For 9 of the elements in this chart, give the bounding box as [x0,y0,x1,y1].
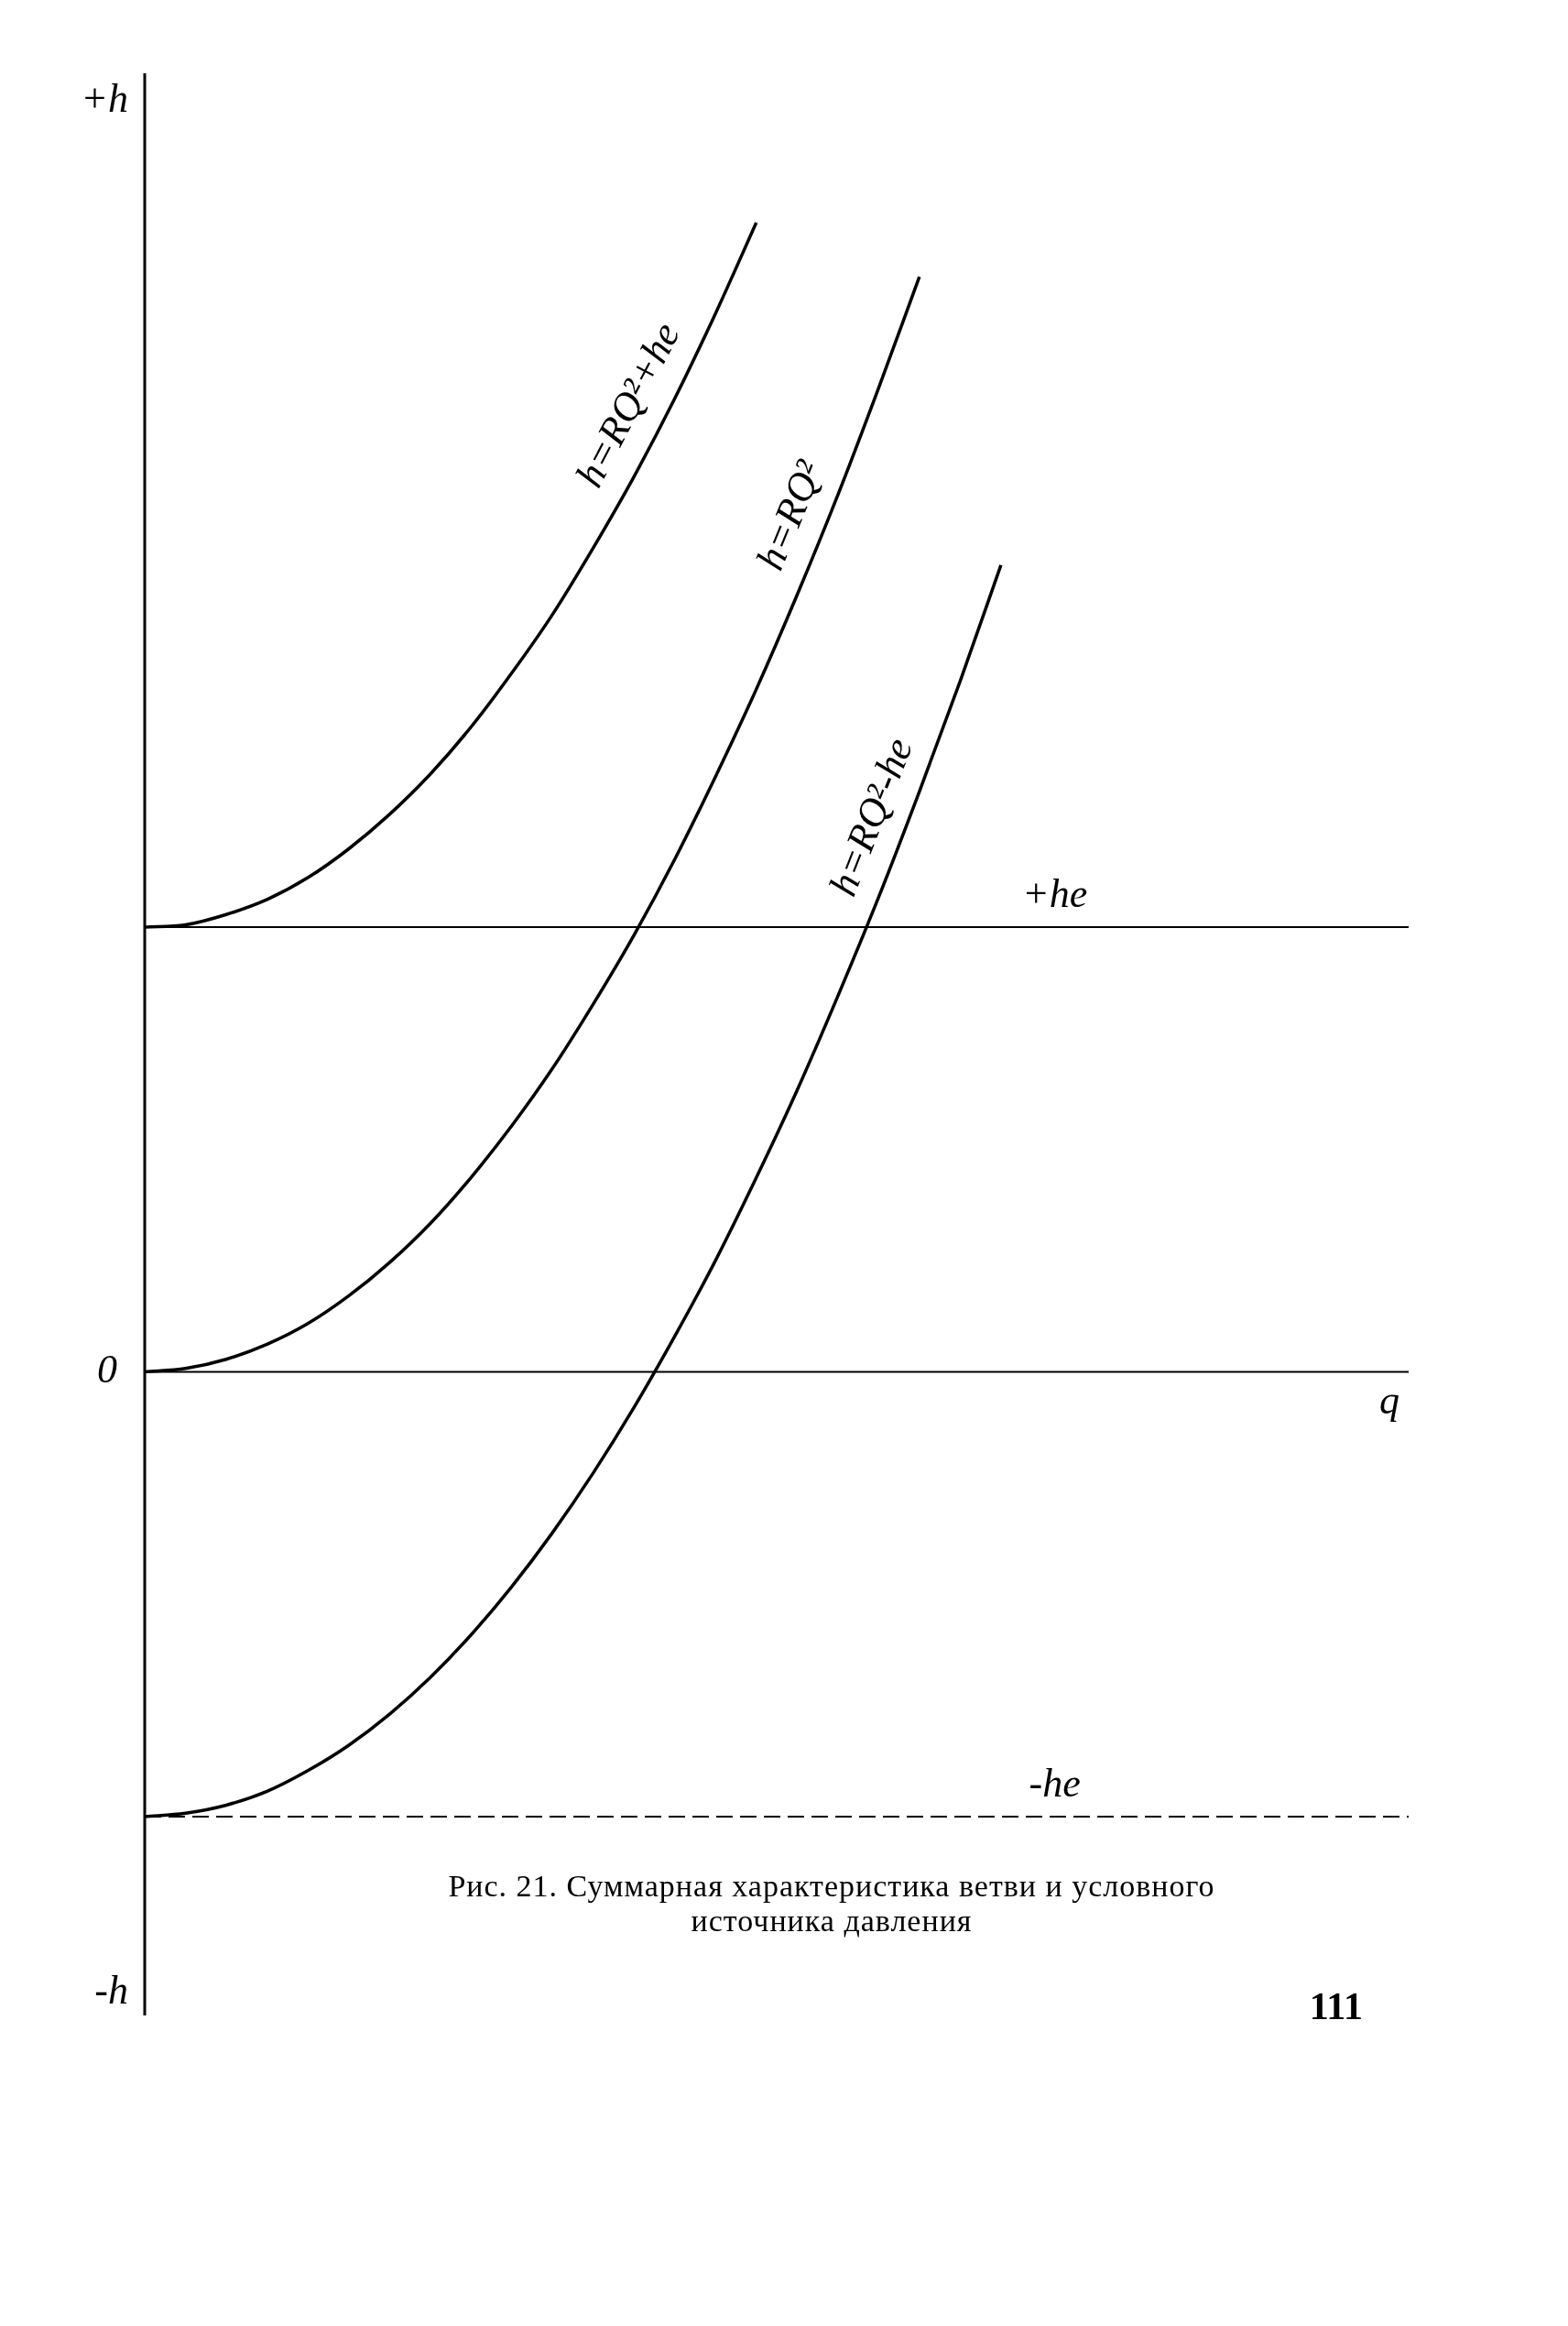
x-axis-title: q [1379,1378,1399,1424]
text: 111 [1309,1985,1363,2027]
text: -h [94,1967,128,2013]
text: 0 [97,1347,117,1392]
ref-line-label: -he [1029,1760,1081,1806]
text: Рис. 21. Суммарная характеристика ветви и условного источника давления [447,1869,1216,1938]
ref-line-label: +he [1021,870,1088,916]
y-axis-title: +h [81,75,128,121]
text: h=RQ² [747,453,833,576]
